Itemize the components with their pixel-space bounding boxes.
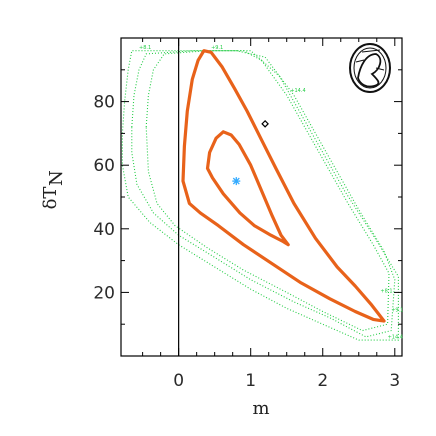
reference-point-marker bbox=[261, 120, 269, 128]
outer-contour bbox=[181, 49, 386, 323]
solid-contour-layer bbox=[181, 49, 386, 323]
y-axis-subscript: N bbox=[46, 170, 67, 186]
dotted-contour-layer bbox=[121, 50, 399, 341]
y-axis-title: δT N bbox=[40, 170, 67, 209]
svg-text:δT: δT bbox=[40, 187, 61, 210]
tick-labels: 0 1 2 3 20 40 60 80 bbox=[93, 93, 400, 391]
contour-value-label: +14.4 bbox=[290, 88, 305, 94]
contour-value-label: +8.1 bbox=[139, 45, 151, 51]
markers bbox=[232, 120, 269, 186]
y-tick-label: 80 bbox=[93, 93, 115, 113]
dotted-contour-1 bbox=[131, 50, 396, 338]
seal-logo bbox=[349, 43, 391, 93]
dotted-contour-2 bbox=[145, 50, 390, 332]
y-tick-label: 40 bbox=[93, 220, 115, 240]
x-tick-label: 1 bbox=[245, 371, 256, 391]
contour-value-labels: +8.1 +9.1 +14.4 +8.1 +9.1 +14.4 bbox=[139, 45, 403, 340]
y-tick-label: 60 bbox=[93, 156, 115, 176]
best-fit-marker bbox=[232, 177, 240, 185]
dotted-contour-0 bbox=[121, 50, 399, 341]
x-tick-label: 3 bbox=[389, 371, 400, 391]
plot-frame bbox=[120, 37, 403, 357]
inner-contour bbox=[205, 130, 290, 247]
y-tick-label: 20 bbox=[93, 283, 115, 303]
x-tick-label: 2 bbox=[317, 371, 328, 391]
x-axis-title: m bbox=[252, 398, 269, 419]
contour-value-label: +9.1 bbox=[391, 307, 403, 313]
contour-value-label: +14.4 bbox=[388, 335, 403, 341]
tick-marks bbox=[121, 38, 402, 356]
contour-value-label: +9.1 bbox=[211, 45, 223, 51]
contour-value-label: +8.1 bbox=[380, 288, 392, 294]
x-tick-label: 0 bbox=[173, 371, 184, 391]
